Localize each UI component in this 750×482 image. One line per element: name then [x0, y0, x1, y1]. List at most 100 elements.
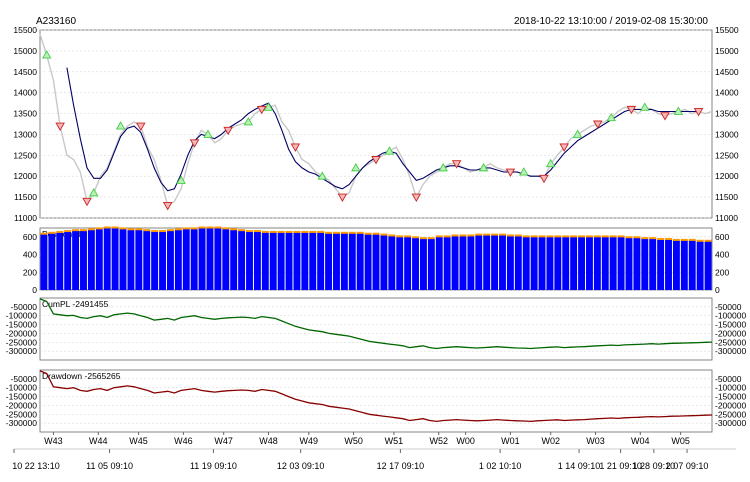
- position-bar: [159, 231, 166, 290]
- position-bar-cap: [80, 229, 87, 232]
- position-bar: [427, 238, 435, 290]
- buy-signal-marker: [115, 121, 126, 130]
- drawdown-panel-ytick-left: -200000: [6, 400, 37, 410]
- position-bar: [546, 236, 554, 290]
- date-label: 1 14 09:10: [558, 461, 601, 471]
- drawdown-panel-ytick-right: -150000: [715, 392, 746, 402]
- position-bar-cap: [451, 234, 459, 237]
- sell-signal-marker: [82, 197, 92, 207]
- price-panel-ytick-right: 14000: [715, 88, 739, 98]
- buy-signal-marker: [519, 167, 529, 176]
- drawdown-panel-ytick-left: -250000: [6, 409, 37, 419]
- position-bar: [562, 236, 570, 290]
- drawdown-panel-ytick-right: -50000: [715, 374, 742, 384]
- drawdown-panel-ytick-right: -300000: [715, 418, 746, 428]
- position-bar-cap: [514, 234, 522, 237]
- position-bar: [333, 233, 340, 290]
- sell-signal-marker: [55, 122, 65, 131]
- position-bar: [238, 230, 246, 290]
- position-bar: [665, 239, 672, 290]
- position-bar: [704, 241, 712, 290]
- position-bar-cap: [649, 237, 657, 240]
- position-bar: [48, 233, 56, 290]
- sell-signal-marker: [505, 168, 516, 177]
- sell-signal-marker: [290, 143, 301, 152]
- position-bar: [222, 228, 230, 290]
- cumpl-panel-ytick-right: -300000: [715, 346, 746, 356]
- position-bar-cap: [672, 238, 680, 241]
- position-bar-cap: [617, 235, 625, 238]
- position-bar-cap: [538, 235, 546, 238]
- position-bar: [404, 236, 412, 290]
- position-bar: [253, 231, 261, 290]
- position-bar-cap: [174, 228, 182, 231]
- week-label: W43: [44, 436, 63, 446]
- position-bar-cap: [680, 238, 688, 241]
- buy-signal-marker: [438, 162, 448, 172]
- position-bar-cap: [380, 233, 388, 236]
- buy-signal-marker: [384, 146, 395, 155]
- price-panel-ytick-right: 12000: [715, 171, 739, 181]
- position-bar-cap: [483, 233, 491, 236]
- position-bar: [293, 232, 301, 290]
- position-bar-cap: [601, 235, 609, 238]
- position-bar-cap: [151, 230, 159, 233]
- drawdown-panel-ytick-left: -50000: [11, 374, 38, 384]
- position-bar: [135, 229, 143, 290]
- position-bar-cap: [499, 233, 506, 236]
- position-bar: [601, 236, 609, 290]
- position-bar: [412, 237, 419, 290]
- position-bar: [672, 240, 680, 290]
- buy-signal-marker: [203, 129, 213, 138]
- buy-signal-marker: [41, 50, 52, 59]
- cumpl-panel-ytick-left: -50000: [11, 302, 38, 312]
- buy-signal-marker: [478, 162, 489, 172]
- position-bar-cap: [546, 235, 554, 238]
- position-bar-cap: [72, 229, 80, 232]
- position-bar-cap: [578, 235, 586, 238]
- sell-signal-marker: [371, 156, 381, 165]
- position-bar: [309, 232, 317, 290]
- buy-signal-marker: [545, 158, 556, 168]
- position-bar-cap: [475, 233, 483, 236]
- position-bar: [285, 232, 293, 290]
- position-bar-cap: [135, 228, 143, 231]
- week-label: W49: [300, 436, 319, 446]
- position-bar-cap: [625, 236, 633, 239]
- price-panel-ytick-left: 13000: [13, 129, 37, 139]
- position-bar: [499, 235, 506, 290]
- position-bar-cap: [586, 235, 593, 238]
- position-bar-cap: [301, 230, 309, 233]
- position-bar: [506, 235, 514, 290]
- position-bar: [95, 228, 103, 290]
- price-panel-ytick-left: 13500: [13, 109, 37, 119]
- position-bar: [514, 235, 522, 290]
- position-bar-cap: [325, 231, 333, 234]
- price-panel-ytick-right: 12500: [715, 150, 739, 160]
- position-bar-cap: [609, 235, 617, 238]
- position-bar-cap: [388, 234, 396, 237]
- sell-signal-marker: [162, 202, 173, 211]
- position-bar: [625, 237, 633, 290]
- week-label: W46: [174, 436, 193, 446]
- position-bar: [372, 234, 380, 290]
- position-bar-cap: [427, 237, 435, 240]
- position-bar-cap: [562, 235, 570, 238]
- buy-signal-marker: [351, 162, 361, 172]
- chart-symbol-title: A233160: [36, 16, 76, 27]
- date-label: 1 02 10:10: [479, 461, 522, 471]
- position-bar-cap: [364, 232, 372, 235]
- position-bar-cap: [641, 237, 649, 240]
- date-label: 12 03 09:10: [277, 461, 325, 471]
- position-bar-cap: [657, 238, 665, 241]
- position-bar-cap: [348, 231, 356, 234]
- position-bar-cap: [182, 227, 190, 230]
- position-bar-cap: [530, 235, 538, 238]
- week-label: W01: [501, 436, 520, 446]
- position-bar-cap: [56, 230, 64, 233]
- cumpl-panel-ytick-right: -250000: [715, 337, 746, 347]
- position-bar: [578, 236, 586, 290]
- position-bar-cap: [459, 234, 467, 237]
- position-bar-cap: [570, 235, 578, 238]
- week-label: W51: [385, 436, 404, 446]
